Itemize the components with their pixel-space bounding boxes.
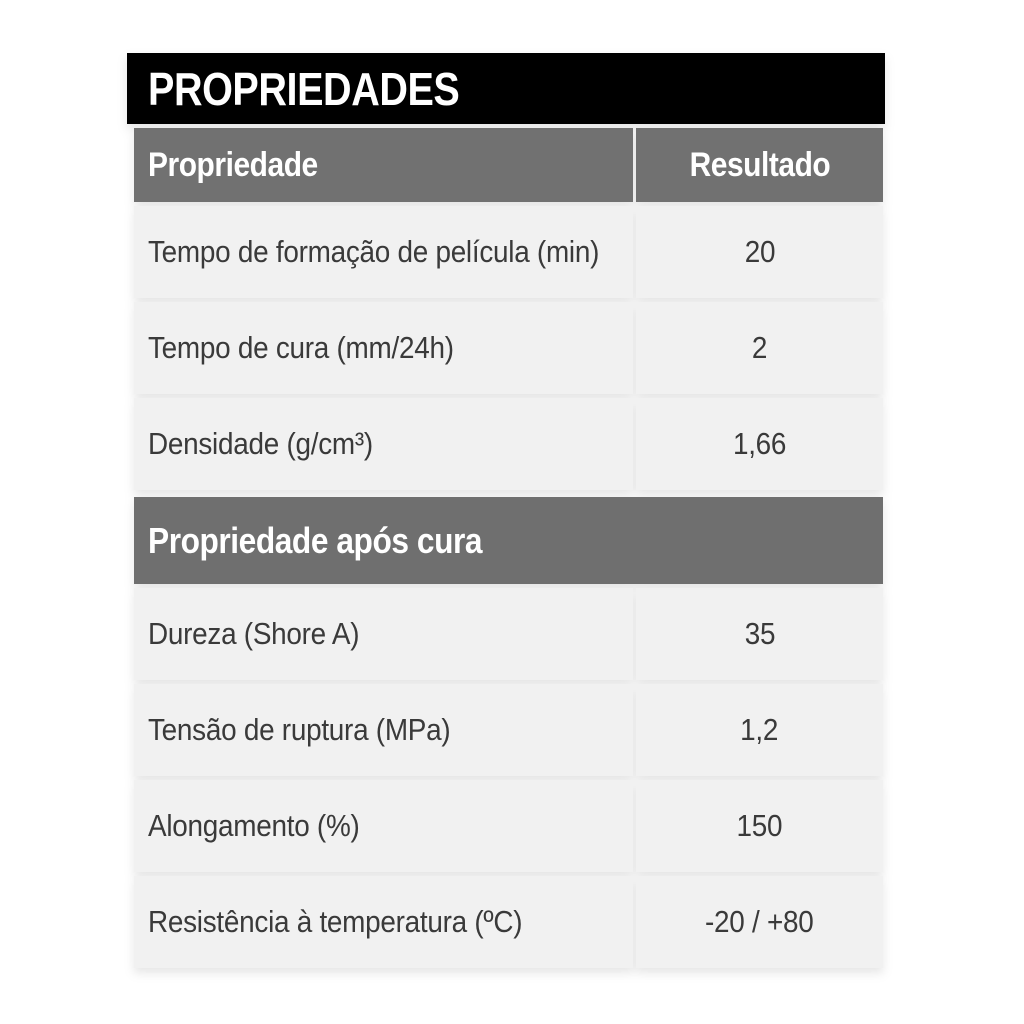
property-label: Tensão de ruptura (MPa) xyxy=(148,712,451,747)
property-cell: Dureza (Shore A) xyxy=(134,588,633,680)
property-cell: Tempo de formação de película (min) xyxy=(134,206,633,298)
result-value: 2 xyxy=(751,330,768,365)
column-header-row: Propriedade Resultado xyxy=(134,128,883,202)
table-title: PROPRIEDADES xyxy=(148,62,460,115)
column-header-property-label: Propriedade xyxy=(148,145,318,184)
table-row: Dureza (Shore A) 35 xyxy=(134,588,883,680)
table-row: Alongamento (%) 150 xyxy=(134,780,883,872)
column-header-result: Resultado xyxy=(636,128,883,202)
property-cell: Tempo de cura (mm/24h) xyxy=(134,302,633,394)
result-cell: -20 / +80 xyxy=(636,876,883,968)
property-cell: Resistência à temperatura (ºC) xyxy=(134,876,633,968)
result-cell: 150 xyxy=(636,780,883,872)
result-value: 1,66 xyxy=(732,426,787,461)
result-cell: 1,66 xyxy=(636,398,883,490)
property-label: Tempo de cura (mm/24h) xyxy=(148,330,454,365)
property-label: Densidade (g/cm³) xyxy=(148,426,373,461)
result-cell: 35 xyxy=(636,588,883,680)
property-cell: Alongamento (%) xyxy=(134,780,633,872)
property-label: Alongamento (%) xyxy=(148,808,360,843)
property-cell: Densidade (g/cm³) xyxy=(134,398,633,490)
properties-table: PROPRIEDADES Propriedade Resultado Tempo… xyxy=(127,53,885,968)
result-value: -20 / +80 xyxy=(705,904,814,939)
property-label: Resistência à temperatura (ºC) xyxy=(148,904,523,939)
column-header-property: Propriedade xyxy=(134,128,633,202)
result-cell: 20 xyxy=(636,206,883,298)
result-value: 20 xyxy=(744,234,775,269)
table-row: Densidade (g/cm³) 1,66 xyxy=(134,398,883,490)
property-label: Dureza (Shore A) xyxy=(148,616,360,651)
section-header-label: Propriedade após cura xyxy=(148,519,483,561)
result-cell: 2 xyxy=(636,302,883,394)
result-cell: 1,2 xyxy=(636,684,883,776)
table-row: Tensão de ruptura (MPa) 1,2 xyxy=(134,684,883,776)
result-value: 35 xyxy=(744,616,775,651)
table-body: Propriedade Resultado Tempo de formação … xyxy=(134,128,883,968)
section-header-propriedade-apos-cura: Propriedade após cura xyxy=(134,497,883,584)
result-value: 150 xyxy=(736,808,783,843)
column-header-result-label: Resultado xyxy=(689,145,830,184)
table-row: Tempo de cura (mm/24h) 2 xyxy=(134,302,883,394)
result-value: 1,2 xyxy=(740,712,779,747)
table-title-bar: PROPRIEDADES xyxy=(127,53,885,124)
table-row: Resistência à temperatura (ºC) -20 / +80 xyxy=(134,876,883,968)
table-row: Tempo de formação de película (min) 20 xyxy=(134,206,883,298)
property-cell: Tensão de ruptura (MPa) xyxy=(134,684,633,776)
property-label: Tempo de formação de película (min) xyxy=(148,234,600,269)
